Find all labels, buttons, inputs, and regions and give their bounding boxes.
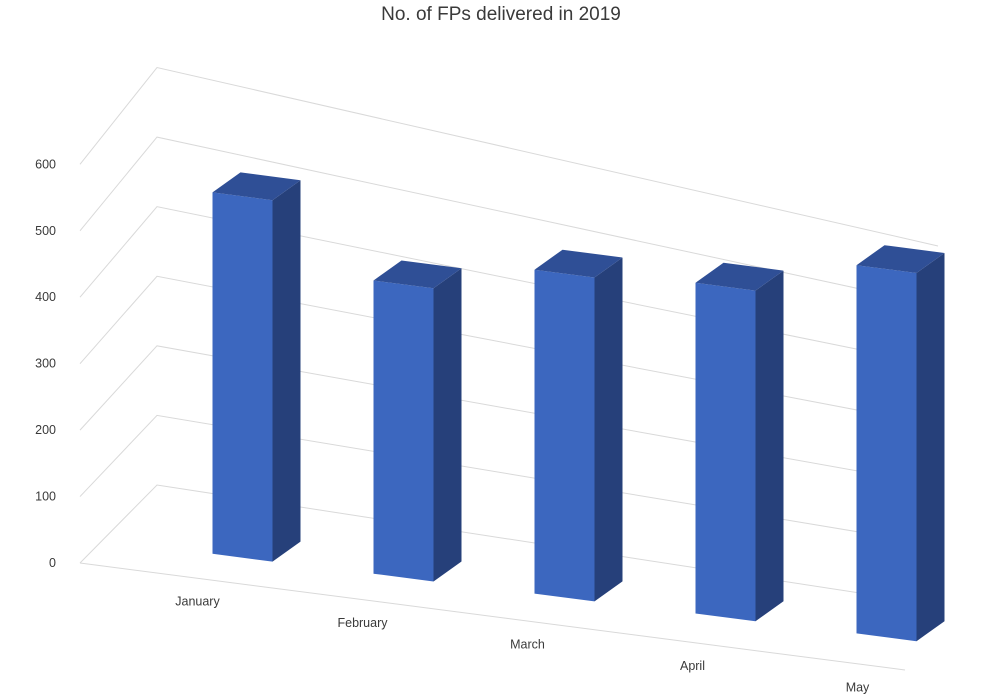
x-tick-label: January bbox=[175, 595, 220, 609]
y-tick-label: 500 bbox=[35, 224, 56, 238]
bar-top-face bbox=[212, 172, 301, 201]
gridline bbox=[79, 66, 939, 247]
bar bbox=[534, 249, 623, 602]
y-tick-label: 0 bbox=[49, 556, 56, 570]
x-axis-ticks: January February March April May bbox=[175, 595, 870, 695]
gridline bbox=[79, 136, 939, 307]
gridline bbox=[79, 345, 939, 486]
bar-side-face bbox=[594, 257, 623, 602]
bar-side-face bbox=[755, 270, 784, 622]
y-tick-label: 300 bbox=[35, 357, 56, 371]
gridline bbox=[79, 206, 939, 367]
bar bbox=[373, 260, 462, 582]
y-tick-label: 600 bbox=[35, 157, 56, 171]
gridline bbox=[79, 414, 939, 546]
x-tick-label: March bbox=[510, 638, 545, 652]
bar bbox=[212, 172, 301, 562]
y-tick-label: 200 bbox=[35, 423, 56, 437]
bar-front-face bbox=[212, 192, 273, 562]
bar-side-face bbox=[272, 180, 301, 562]
bar-top-face bbox=[373, 260, 462, 289]
y-axis-ticks: 0 100 200 300 400 500 600 bbox=[35, 157, 56, 570]
bar-front-face bbox=[695, 282, 756, 622]
chart-title: No. of FPs delivered in 2019 bbox=[381, 4, 621, 25]
x-tick-label: April bbox=[680, 659, 705, 673]
x-axis-line bbox=[79, 562, 906, 671]
gridlines bbox=[79, 66, 939, 671]
bar bbox=[856, 245, 945, 642]
bars bbox=[212, 172, 945, 642]
bar-top-face bbox=[534, 249, 623, 278]
x-tick-label: May bbox=[846, 680, 870, 694]
y-tick-label: 400 bbox=[35, 290, 56, 304]
gridline bbox=[79, 484, 939, 606]
bar-top-face bbox=[856, 245, 945, 273]
bar-top-face bbox=[695, 262, 784, 291]
bar-side-face bbox=[916, 252, 945, 642]
bar bbox=[695, 262, 784, 622]
x-tick-label: February bbox=[337, 616, 388, 630]
bar-front-face bbox=[534, 269, 595, 602]
bar-side-face bbox=[433, 268, 462, 582]
bar-front-face bbox=[373, 280, 434, 582]
bar-front-face bbox=[856, 265, 917, 642]
y-tick-label: 100 bbox=[35, 490, 56, 504]
gridline bbox=[79, 275, 939, 426]
